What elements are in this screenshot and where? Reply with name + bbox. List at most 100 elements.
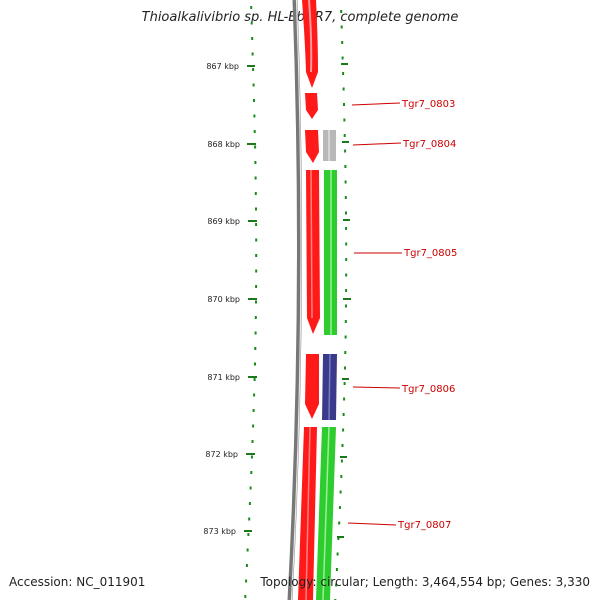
scale-dot	[345, 211, 347, 215]
scale-dot	[335, 568, 338, 571]
scale-dot	[252, 424, 255, 428]
scale-dot	[337, 537, 340, 540]
scale-dot	[254, 331, 257, 335]
scale-dot	[342, 428, 345, 432]
gene-label-leader	[352, 386, 401, 389]
forward-strand-track	[298, 0, 320, 600]
gene-labels: Tgr7_0803 Tgr7_0804 Tgr7_0805 Tgr7_0806 …	[347, 99, 457, 531]
scale-dot	[255, 300, 257, 304]
scale-dot	[254, 347, 257, 350]
scale-dot	[253, 130, 256, 133]
scale-dot	[345, 227, 348, 230]
backbone-ring	[287, 0, 302, 600]
scale-dot	[254, 316, 257, 319]
scale-dot	[255, 223, 258, 226]
scale-tick-label: 867 kbp	[206, 62, 239, 71]
scale-dot	[343, 118, 346, 122]
scale-dot	[343, 103, 345, 106]
scale-ticks-right	[337, 63, 351, 538]
forward-gene-top[interactable]	[302, 0, 318, 88]
scale-dot	[341, 41, 344, 44]
scale-dot	[245, 564, 248, 567]
scale-dot	[344, 320, 347, 323]
scale-dot	[254, 362, 256, 366]
scale-tick-label: 871 kbp	[207, 373, 240, 382]
scale-dot	[250, 471, 253, 474]
gene-label-tgr7-0805[interactable]: Tgr7_0805	[403, 248, 457, 259]
scale-dot	[345, 242, 348, 246]
scale-dot	[344, 366, 346, 370]
scale-dot	[255, 269, 258, 273]
scale-dot	[344, 335, 347, 339]
scale-dot	[253, 114, 256, 118]
scale-dot	[252, 83, 255, 87]
scale-dot	[344, 165, 347, 168]
scale-tick-label: 869 kbp	[207, 217, 240, 226]
scale-dot	[338, 521, 341, 525]
scale-dot	[248, 517, 251, 521]
scale-dot	[252, 68, 255, 71]
scale-dot	[251, 52, 254, 56]
scale-dot	[344, 149, 347, 153]
scale-dot	[254, 192, 257, 195]
scale-dot	[343, 382, 346, 385]
gene-label-tgr7-0803[interactable]: Tgr7_0803	[401, 99, 455, 110]
scale-dots-left	[244, 6, 258, 598]
scale-dot	[249, 486, 252, 490]
gene-label-leader	[352, 142, 402, 146]
scale-dot	[253, 99, 255, 102]
scale-dot	[345, 258, 348, 261]
scale-dots-right	[334, 10, 348, 600]
forward-gene-869-870[interactable]	[306, 170, 320, 334]
scale-dot	[244, 595, 247, 598]
scale-dot	[253, 378, 256, 381]
scale-dot	[340, 475, 343, 478]
scale-dot	[343, 397, 346, 401]
scale-dot	[345, 273, 348, 277]
scale-dot	[338, 506, 341, 509]
scale-dot	[344, 196, 347, 199]
scale-tick-label: 872 kbp	[205, 450, 238, 459]
scale-dot	[252, 409, 255, 412]
gene-arrow-tgr7-0803[interactable]	[305, 93, 318, 119]
accession-text: Accession: NC_011901	[9, 575, 146, 589]
scale-dot	[246, 548, 249, 552]
scale-dot	[255, 207, 257, 211]
scale-dot	[251, 440, 254, 443]
scale-dot	[255, 238, 258, 242]
scale-dot	[253, 393, 256, 397]
gene-label-tgr7-0807[interactable]: Tgr7_0807	[397, 520, 451, 531]
scale-dot	[339, 490, 342, 494]
scale-dot	[336, 552, 339, 556]
scale-ticks: 867 kbp 868 kbp 869 kbp 870 kbp 871 kbp …	[203, 62, 257, 536]
scale-dot	[340, 459, 343, 463]
reverse-strand-track	[316, 130, 337, 600]
scale-dot	[341, 444, 344, 447]
scale-dot	[340, 10, 343, 13]
scale-dot	[342, 413, 345, 416]
scale-tick-label: 870 kbp	[207, 295, 240, 304]
scale-dot	[254, 176, 257, 180]
scale-dot	[342, 87, 345, 91]
gene-label-leader	[351, 102, 401, 106]
gene-label-tgr7-0804[interactable]: Tgr7_0804	[402, 139, 456, 150]
gene-label-leader	[347, 522, 397, 526]
scale-dot	[248, 502, 251, 505]
scale-dot	[250, 6, 253, 9]
genome-stats-text: Topology: circular; Length: 3,464,554 bp…	[260, 575, 590, 589]
scale-dot	[254, 145, 257, 149]
forward-gene-871[interactable]	[305, 354, 319, 419]
scale-dot	[341, 56, 344, 60]
scale-dot	[255, 254, 258, 257]
scale-dot	[255, 285, 258, 288]
scale-dot	[247, 533, 250, 536]
scale-dot	[345, 304, 347, 308]
scale-dot	[335, 583, 338, 587]
scale-dot	[251, 37, 254, 40]
scale-dot	[254, 161, 257, 164]
scale-dot	[245, 579, 248, 583]
gene-label-tgr7-0806[interactable]: Tgr7_0806	[401, 384, 455, 395]
forward-gene-868[interactable]	[305, 130, 319, 163]
scale-dot	[342, 72, 345, 75]
